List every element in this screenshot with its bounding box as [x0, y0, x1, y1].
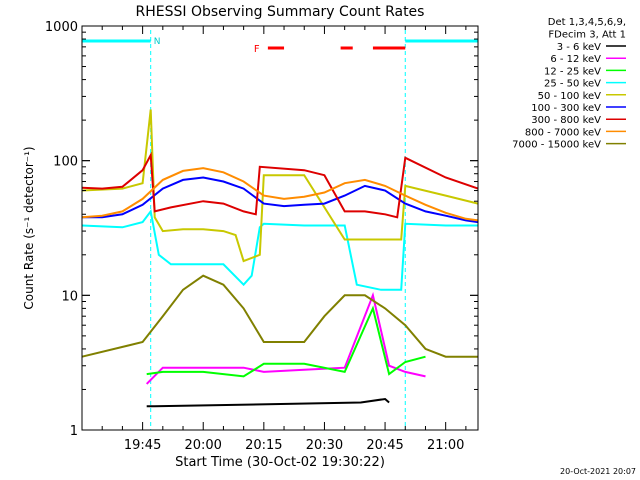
legend-entry-label: 100 - 300 keV: [531, 103, 601, 114]
x-tick-label: 19:45: [124, 438, 161, 453]
series-line-0: [146, 397, 390, 408]
series-line-2: [146, 305, 426, 378]
series-line-7: [81, 167, 479, 222]
chart-title: RHESSI Observing Summary Count Rates: [136, 4, 425, 20]
legend-header-line: Det 1,3,4,5,6,9,: [548, 17, 626, 28]
series-line-1: [145, 291, 426, 385]
legend-entry-label: 6 - 12 keV: [550, 54, 601, 65]
y-axis-label: Count Rate (s⁻¹ detector⁻¹): [22, 146, 36, 309]
y-tick-label: 100: [53, 155, 78, 170]
series-line-3: [81, 208, 478, 291]
x-tick-label: 20:15: [245, 438, 282, 453]
x-tick-label: 20:30: [306, 438, 343, 453]
series-line-6: [81, 151, 479, 219]
x-axis: 19:45 20:00 20:15 20:30 20:45 21:00: [81, 26, 467, 453]
legend-entry-label: 300 - 800 keV: [531, 115, 601, 126]
legend-entry-label: 3 - 6 keV: [557, 42, 601, 53]
x-tick-label: 20:00: [184, 438, 221, 453]
series-line-8: [81, 274, 478, 358]
x-axis-label: Start Time (30-Oct-02 19:30:22): [175, 455, 385, 470]
footer-timestamp: 20-Oct-2021 20:07: [560, 467, 636, 476]
legend-entry-label: 25 - 50 keV: [544, 79, 601, 90]
y-axis: 1 10 100 1000: [45, 20, 478, 439]
x-tick-label: 21:00: [427, 438, 464, 453]
night-flag-label: N: [154, 37, 161, 47]
flare-flag-label: F: [254, 44, 260, 55]
legend-entry-label: 800 - 7000 keV: [525, 127, 601, 138]
series-line-5: [82, 176, 479, 224]
series-group: [81, 109, 479, 408]
legend-entry-label: 50 - 100 keV: [538, 91, 602, 102]
y-tick-label: 1: [70, 424, 78, 439]
y-tick-label: 10: [61, 289, 78, 304]
x-tick-label: 20:45: [366, 438, 403, 453]
legend-entry-label: 12 - 25 keV: [544, 66, 601, 77]
y-tick-label: 1000: [45, 20, 78, 35]
legend-header-line: FDecim 3, Att 1: [548, 30, 626, 41]
series-line-4: [81, 109, 479, 263]
legend-entry-label: 7000 - 15000 keV: [512, 140, 601, 151]
flare-flags: F: [254, 44, 406, 55]
plot-frame: [81, 25, 479, 431]
legend: Det 1,3,4,5,6,9, FDecim 3, Att 13 - 6 keV…: [512, 17, 626, 151]
